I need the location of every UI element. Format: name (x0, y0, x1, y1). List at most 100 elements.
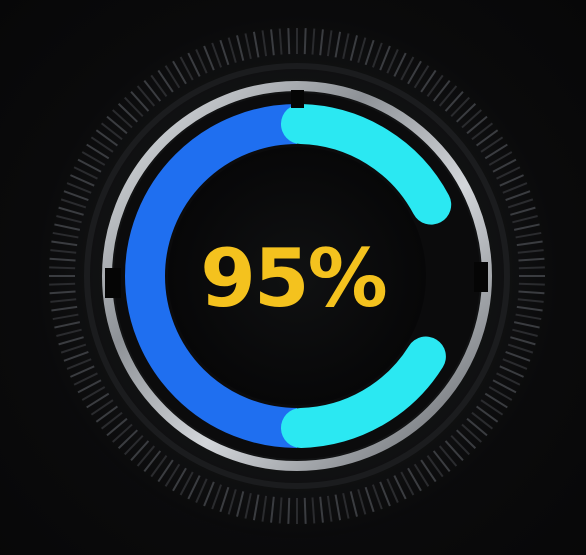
tick-mark (499, 365, 524, 378)
tick-mark (450, 434, 470, 456)
tick-mark (349, 491, 358, 517)
tick-mark (455, 429, 477, 449)
tick-mark (112, 423, 133, 443)
tick-mark (143, 79, 162, 102)
tick-mark (252, 31, 260, 58)
tick-mark (63, 190, 89, 202)
tick-mark (81, 386, 106, 401)
top-notch-marker (291, 90, 304, 108)
tick-mark (516, 305, 543, 312)
tick-mark (164, 463, 181, 487)
tick-mark (63, 350, 89, 362)
tick-mark (393, 475, 407, 500)
tick-mark (261, 30, 268, 57)
tick-mark (54, 321, 81, 329)
tick-mark (407, 60, 422, 85)
tick-mark (400, 471, 415, 496)
tick-mark (51, 305, 78, 312)
tick-mark (50, 298, 77, 303)
tick-mark (252, 494, 260, 521)
tick-mark (106, 115, 128, 135)
tick-mark (86, 392, 110, 409)
tick-mark (505, 190, 531, 202)
tick-mark (150, 74, 168, 97)
tick-mark (326, 30, 333, 57)
tick-mark (270, 29, 275, 56)
tick-mark (81, 151, 106, 166)
tick-mark (450, 96, 470, 118)
tick-mark (496, 372, 521, 386)
tick-mark (334, 31, 342, 58)
tick-mark (517, 298, 544, 303)
tick-mark (60, 343, 87, 354)
separator-ring (84, 63, 510, 489)
tick-mark (203, 481, 215, 507)
tick-mark (499, 174, 524, 187)
tick-mark (488, 151, 513, 166)
tick-mark (444, 440, 464, 461)
tick-mark (334, 494, 342, 521)
tick-mark (492, 158, 517, 173)
tick-mark (513, 223, 540, 231)
tick-mark (510, 206, 536, 216)
tick-mark (130, 91, 150, 112)
tick-mark (49, 266, 76, 270)
tick-mark (319, 496, 324, 523)
tick-mark (52, 231, 79, 239)
tick-mark (516, 240, 543, 247)
tick-mark (49, 257, 76, 262)
tick-mark (117, 429, 139, 449)
tick-mark (484, 392, 508, 409)
tick-mark (203, 45, 215, 71)
tick-mark (90, 136, 114, 153)
tick-mark (484, 143, 508, 160)
tick-mark (172, 60, 187, 85)
tick-mark (379, 45, 391, 71)
tick-mark (364, 486, 375, 513)
tick-mark (73, 372, 98, 386)
tick-mark (420, 69, 437, 93)
tick-mark (60, 198, 87, 209)
tick-mark (100, 411, 123, 430)
tick-mark (371, 484, 383, 510)
tick-mark (211, 42, 223, 68)
tick-mark (507, 343, 534, 354)
tick-mark (236, 491, 245, 517)
tick-mark (157, 69, 174, 93)
tick-mark (195, 49, 208, 74)
tick-mark (507, 198, 534, 209)
tick-mark (407, 467, 422, 492)
tick-mark (219, 39, 230, 66)
tick-mark (518, 282, 545, 286)
tick-mark (195, 478, 208, 503)
tick-mark (379, 481, 391, 507)
tick-mark (476, 405, 499, 423)
tick-mark (512, 328, 538, 337)
tick-mark (90, 399, 114, 416)
tick-mark (461, 109, 482, 129)
inner-disk (168, 147, 426, 405)
tick-mark (49, 282, 76, 286)
tick-mark (420, 459, 437, 483)
tick-mark (502, 182, 528, 194)
tick-mark (73, 166, 98, 180)
tick-mark (466, 417, 488, 437)
tick-mark (510, 336, 536, 346)
tick-mark (319, 29, 324, 56)
tick-mark (386, 49, 399, 74)
tick-mark (342, 33, 350, 60)
tick-mark (124, 434, 144, 456)
tick-mark (50, 249, 77, 254)
tick-mark (211, 484, 223, 510)
tick-mark (480, 399, 504, 416)
tick-mark (438, 445, 458, 467)
tick-mark (518, 290, 545, 295)
tick-mark (130, 440, 150, 461)
tick-mark (227, 37, 237, 63)
tick-mark (476, 129, 499, 147)
tick-mark (496, 166, 521, 180)
tick-mark (518, 266, 545, 270)
tick-mark (518, 257, 545, 262)
tick-mark (278, 28, 283, 55)
